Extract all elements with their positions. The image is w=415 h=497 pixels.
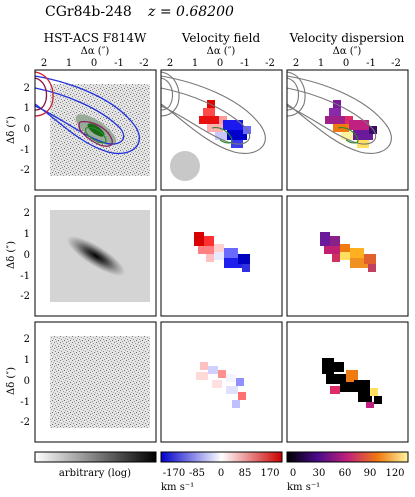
x-tick-label: 2 <box>167 58 173 69</box>
x-tick-label: 0 <box>217 58 223 69</box>
x-tick-label: 0 <box>343 58 349 69</box>
column-title-dispersion: Velocity dispersion <box>289 31 405 45</box>
redshift-label: z = 0.68200 <box>147 4 234 20</box>
y-tick-label: 0 <box>24 124 30 135</box>
x-tick-label: -1 <box>240 58 250 69</box>
y-axis-label: Δδ (″) <box>6 367 17 395</box>
y-tick-label: -1 <box>20 145 30 156</box>
x-tick-label: 2 <box>293 58 299 69</box>
panel-velocity-residual <box>160 321 283 443</box>
x-tick-label: 1 <box>66 58 72 69</box>
panel-dispersion-residual <box>286 321 409 443</box>
object-name: CGr84b-248 <box>45 4 132 20</box>
flux-contours <box>160 71 266 154</box>
panel-dispersion-model <box>286 195 409 317</box>
colorbar-dispersion-tick: 90 <box>364 468 377 479</box>
x-tick-label: -2 <box>265 58 275 69</box>
y-tick-label: 2 <box>24 208 30 219</box>
y-tick-label: -1 <box>20 271 30 282</box>
y-tick-label: 2 <box>24 334 30 345</box>
colorbar-dispersion-tick: 120 <box>385 468 404 479</box>
x-tick-label: -2 <box>139 58 149 69</box>
panel-velocity-dispersion-1 <box>286 69 409 191</box>
column-title-hst: HST-ACS F814W <box>44 31 147 45</box>
y-tick-label: 0 <box>24 376 30 387</box>
colorbar-velocity: -170 -85 0 85 170 km s⁻¹ <box>160 451 283 493</box>
y-tick-label: 1 <box>24 229 30 240</box>
colorbar-dispersion-tick: 0 <box>290 468 296 479</box>
x-tick-label: 2 <box>41 58 47 69</box>
y-tick-label: -2 <box>20 165 30 176</box>
colorbar-velocity-tick: 85 <box>239 468 252 479</box>
flux-contours <box>286 71 392 154</box>
colorbar-velocity-tick: 0 <box>218 468 224 479</box>
panel-hst-image <box>34 69 157 191</box>
colorbar-velocity-tick: -85 <box>189 468 205 479</box>
x-axis-label: Δα (″) <box>81 46 110 57</box>
galaxy-model <box>66 236 126 276</box>
colorbar-hst: arbitrary (log) <box>34 451 157 479</box>
y-tick-label: -2 <box>20 291 30 302</box>
y-tick-label: 2 <box>24 83 30 94</box>
colorbar-dispersion: 0 30 60 90 120 km s⁻¹ <box>286 451 409 493</box>
x-axis-label: Δα (″) <box>333 46 362 57</box>
y-tick-label: -1 <box>20 397 30 408</box>
colorbar-velocity-unit: km s⁻¹ <box>161 482 194 493</box>
panel-hst-model <box>34 195 157 317</box>
colorbar-dispersion-tick: 60 <box>339 468 352 479</box>
x-tick-label: 1 <box>192 58 198 69</box>
y-tick-label: 0 <box>24 250 30 261</box>
panel-velocity-model <box>160 195 283 317</box>
x-tick-label: 1 <box>318 58 324 69</box>
colorbar-dispersion-tick: 30 <box>313 468 326 479</box>
y-tick-label: 1 <box>24 103 30 114</box>
flux-contours <box>34 71 141 154</box>
x-tick-label: -1 <box>366 58 376 69</box>
x-tick-label: -2 <box>391 58 401 69</box>
galaxy-nucleus <box>87 123 105 137</box>
y-axis-label: Δδ (″) <box>6 241 17 269</box>
x-tick-label: 0 <box>91 58 97 69</box>
y-tick-label: -2 <box>20 417 30 428</box>
y-tick-label: 1 <box>24 355 30 366</box>
x-axis-label: Δα (″) <box>207 46 236 57</box>
colorbar-dispersion-unit: km s⁻¹ <box>287 482 320 493</box>
y-axis-label: Δδ (″) <box>6 116 17 144</box>
x-tick-label: -1 <box>114 58 124 69</box>
colorbar-hst-label: arbitrary (log) <box>59 468 131 479</box>
panel-velocity-field-1 <box>160 69 283 191</box>
colorbar-velocity-tick: 170 <box>260 468 279 479</box>
colorbar-velocity-tick: -170 <box>163 468 185 479</box>
column-title-velocity: Velocity field <box>181 31 261 45</box>
panel-hst-residual <box>34 321 157 443</box>
psf-circle <box>170 151 200 181</box>
